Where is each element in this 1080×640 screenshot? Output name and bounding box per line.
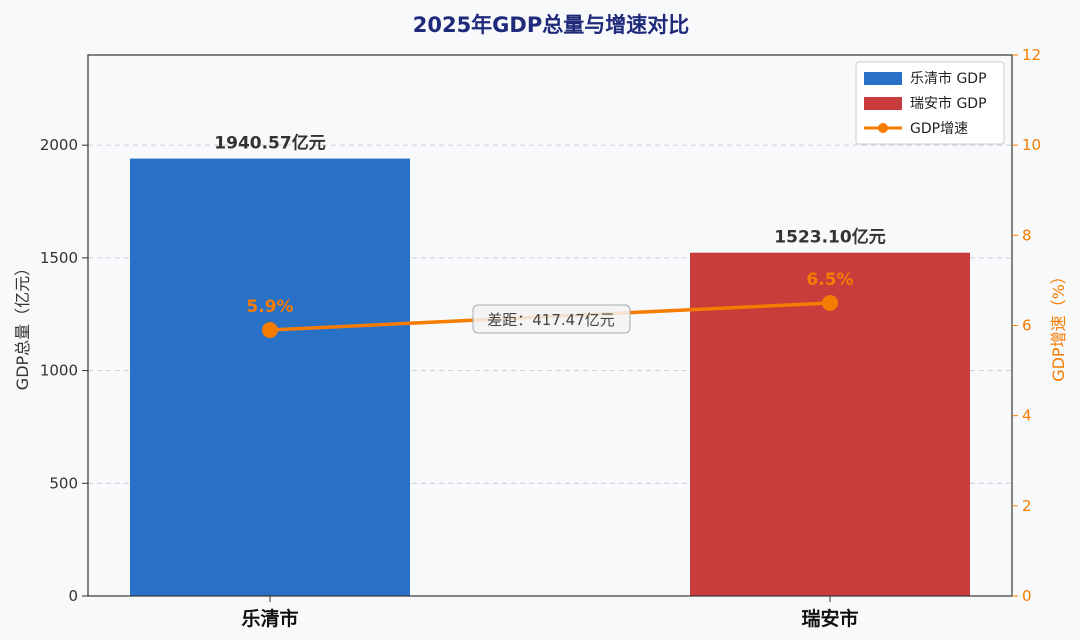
left-axis-ticks: 0 500 1000 1500 2000 (40, 136, 88, 605)
category-label: 乐清市 (241, 607, 298, 630)
legend-label: 瑞安市 GDP (910, 95, 987, 112)
bar (130, 158, 410, 597)
right-tick-label: 6 (1022, 317, 1032, 335)
growth-rate-label: 6.5% (806, 270, 853, 290)
chart-title: 2025年GDP总量与增速对比 (413, 13, 690, 37)
category-labels: 乐清市 瑞安市 (241, 596, 859, 630)
right-tick-label: 0 (1022, 587, 1032, 605)
growth-point (822, 294, 838, 311)
legend-label: 乐清市 GDP (910, 70, 987, 87)
right-tick-label: 10 (1022, 136, 1041, 154)
right-tick-label: 8 (1022, 226, 1032, 244)
left-tick-label: 1000 (40, 362, 78, 380)
annotation-text: 差距：417.47亿元 (487, 311, 615, 329)
annotation-box (472, 304, 631, 334)
left-tick-label: 0 (68, 587, 78, 605)
bar-value-label: 1523.10亿元 (774, 227, 885, 248)
legend-swatch (864, 72, 902, 85)
y-axis-label-left: GDP总量（亿元） (13, 260, 32, 390)
legend: 乐清市 GDP 瑞安市 GDP GDP增速 (855, 61, 1005, 145)
category-label: 瑞安市 (801, 607, 858, 630)
gap-annotation: 差距：417.47亿元 (472, 304, 631, 334)
left-tick-label: 2000 (40, 136, 78, 154)
legend-label: GDP增速 (910, 121, 968, 137)
growth-rate-label: 5.9% (246, 297, 293, 317)
y-axis-label-right: GDP增速（%） (1049, 268, 1068, 382)
bar-value-labels: 1940.57亿元 1523.10亿元 (214, 133, 885, 248)
bar-value-label: 1940.57亿元 (214, 133, 325, 154)
legend-marker (878, 123, 888, 133)
right-tick-label: 4 (1022, 407, 1032, 425)
bars (130, 158, 970, 597)
right-tick-label: 12 (1022, 46, 1041, 64)
right-tick-label: 2 (1022, 497, 1032, 515)
left-tick-label: 1500 (40, 249, 78, 267)
left-tick-label: 500 (49, 474, 78, 492)
growth-point (262, 322, 278, 339)
legend-swatch (864, 97, 902, 110)
right-axis-ticks: 0 2 4 6 8 10 12 (1012, 46, 1041, 605)
